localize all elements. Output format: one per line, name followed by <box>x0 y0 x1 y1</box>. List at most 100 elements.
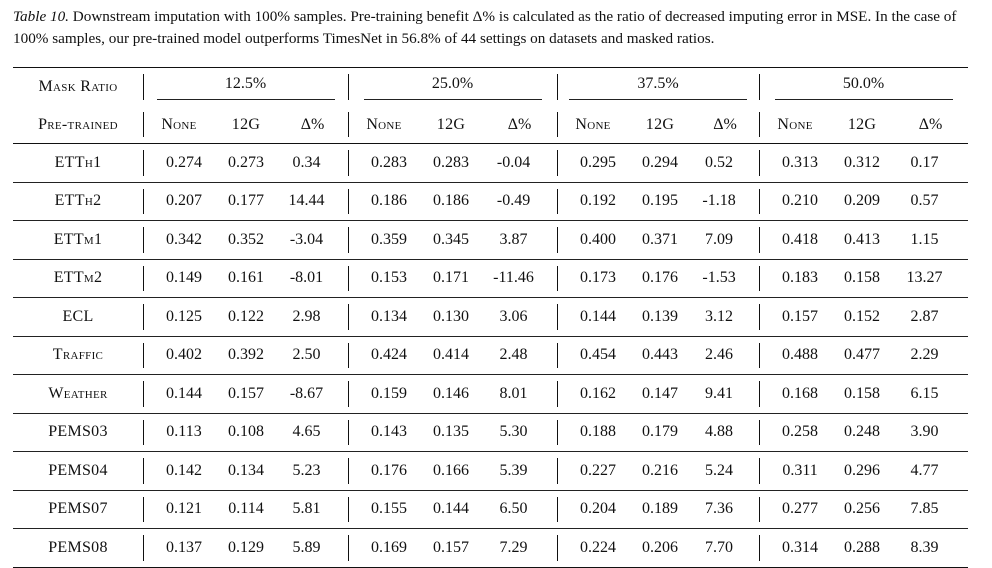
subheader-cell: None <box>143 106 215 144</box>
pretrained-12g-value: 0.414 <box>420 336 483 375</box>
dataset-name: PEMS03 <box>13 413 143 452</box>
none-value: 0.359 <box>348 220 421 260</box>
subheader-cell: Δ% <box>277 106 349 144</box>
none-value: 0.159 <box>348 374 421 414</box>
delta-value: 2.29 <box>893 336 969 375</box>
delta-value: -8.67 <box>277 374 349 414</box>
header-row-mask-ratio: Mask Ratio 12.5% 25.0% 37.5% 50.0% <box>13 67 969 106</box>
pretrained-12g-value: 0.146 <box>420 374 483 414</box>
none-value: 0.137 <box>143 528 215 568</box>
table-row: PEMS03 0.113 0.108 4.65 0.143 0.135 5.30 0.188 0… <box>13 413 969 452</box>
imputation-table: Mask Ratio 12.5% 25.0% 37.5% 50.0% Pre-t… <box>13 67 969 568</box>
none-value: 0.402 <box>143 336 215 375</box>
pretrained-12g-value: 0.108 <box>215 413 277 452</box>
table-row: PEMS08 0.137 0.129 5.89 0.169 0.157 7.29 0.224 0… <box>13 528 969 568</box>
none-value: 0.313 <box>759 143 832 183</box>
mask-ratio-label: Mask Ratio <box>13 67 143 106</box>
delta-value: 2.98 <box>277 297 349 337</box>
none-value: 0.121 <box>143 490 215 529</box>
ratio-label: 37.5% <box>569 75 748 100</box>
none-value: 0.224 <box>557 528 630 568</box>
pretrained-12g-value: 0.134 <box>215 451 277 491</box>
pretrained-12g-value: 0.135 <box>420 413 483 452</box>
table-body: ETTh1 0.274 0.273 0.34 0.283 0.283 -0.04 0.295 0… <box>13 143 969 568</box>
none-value: 0.342 <box>143 220 215 260</box>
none-value: 0.162 <box>557 374 630 414</box>
none-value: 0.210 <box>759 182 832 221</box>
delta-value: -1.53 <box>691 259 760 298</box>
dataset-name: ETTm2 <box>13 259 143 298</box>
pretrained-12g-value: 0.294 <box>629 143 692 183</box>
delta-value: 5.24 <box>691 451 760 491</box>
delta-value: -1.18 <box>691 182 760 221</box>
pretrained-12g-value: 0.166 <box>420 451 483 491</box>
delta-value: 6.15 <box>893 374 969 414</box>
pretrained-12g-value: 0.371 <box>629 220 692 260</box>
dataset-name: ECL <box>13 297 143 337</box>
none-value: 0.153 <box>348 259 421 298</box>
pretrained-12g-value: 0.443 <box>629 336 692 375</box>
none-value: 0.183 <box>759 259 832 298</box>
table-row: ETTm1 0.342 0.352 -3.04 0.359 0.345 3.87 0.400 0… <box>13 220 969 260</box>
pretrained-12g-value: 0.273 <box>215 143 277 183</box>
pretrained-12g-value: 0.195 <box>629 182 692 221</box>
none-value: 0.283 <box>348 143 421 183</box>
dataset-name: Weather <box>13 374 143 414</box>
pretrained-12g-value: 0.122 <box>215 297 277 337</box>
none-value: 0.227 <box>557 451 630 491</box>
table-row: Traffic 0.402 0.392 2.50 0.424 0.414 2.48 0.454… <box>13 336 969 375</box>
pretrained-12g-value: 0.413 <box>831 220 894 260</box>
none-value: 0.314 <box>759 528 832 568</box>
dataset-name: Traffic <box>13 336 143 375</box>
pretrained-12g-value: 0.157 <box>420 528 483 568</box>
delta-value: 3.06 <box>482 297 558 337</box>
delta-value: 2.87 <box>893 297 969 337</box>
table-row: ETTh1 0.274 0.273 0.34 0.283 0.283 -0.04 0.295 0… <box>13 143 969 183</box>
none-value: 0.207 <box>143 182 215 221</box>
delta-value: -8.01 <box>277 259 349 298</box>
delta-value: 7.36 <box>691 490 760 529</box>
subheader-cell: None <box>348 106 421 144</box>
none-value: 0.204 <box>557 490 630 529</box>
table-row: Weather 0.144 0.157 -8.67 0.159 0.146 8.01 0.16… <box>13 374 969 414</box>
delta-value: 13.27 <box>893 259 969 298</box>
subheader-cell: None <box>557 106 630 144</box>
delta-value: 2.46 <box>691 336 760 375</box>
pretrained-12g-value: 0.352 <box>215 220 277 260</box>
ratio-group-1: 25.0% <box>348 67 558 106</box>
pretrained-12g-value: 0.179 <box>629 413 692 452</box>
pretrained-12g-value: 0.477 <box>831 336 894 375</box>
delta-value: 5.81 <box>277 490 349 529</box>
delta-value: 2.48 <box>482 336 558 375</box>
pretrained-12g-value: 0.206 <box>629 528 692 568</box>
none-value: 0.168 <box>759 374 832 414</box>
ratio-group-2: 37.5% <box>557 67 760 106</box>
delta-value: 8.01 <box>482 374 558 414</box>
delta-value: -3.04 <box>277 220 349 260</box>
none-value: 0.157 <box>759 297 832 337</box>
pretrained-12g-value: 0.177 <box>215 182 277 221</box>
dataset-name: ETTh2 <box>13 182 143 221</box>
dataset-name: ETTm1 <box>13 220 143 260</box>
delta-value: 7.29 <box>482 528 558 568</box>
subheader-cell: 12G <box>215 106 277 144</box>
ratio-label: 25.0% <box>363 75 542 100</box>
header-row-pretrained: Pre-trained None 12G Δ% None 12G Δ% None 12G Δ% N… <box>13 106 969 144</box>
pretrained-12g-value: 0.189 <box>629 490 692 529</box>
pretrained-12g-value: 0.186 <box>420 182 483 221</box>
pretrained-12g-value: 0.158 <box>831 259 894 298</box>
delta-value: 4.65 <box>277 413 349 452</box>
caption-label: Table 10. <box>13 8 69 25</box>
pretrained-12g-value: 0.144 <box>420 490 483 529</box>
pretrained-12g-value: 0.157 <box>215 374 277 414</box>
pretrained-12g-value: 0.129 <box>215 528 277 568</box>
none-value: 0.144 <box>557 297 630 337</box>
pretrained-12g-value: 0.296 <box>831 451 894 491</box>
ratio-label: 50.0% <box>774 75 953 100</box>
table-row: ECL 0.125 0.122 2.98 0.134 0.130 3.06 0.144 0.13… <box>13 297 969 337</box>
none-value: 0.186 <box>348 182 421 221</box>
none-value: 0.113 <box>143 413 215 452</box>
pretrained-12g-value: 0.114 <box>215 490 277 529</box>
none-value: 0.125 <box>143 297 215 337</box>
pretrained-12g-value: 0.288 <box>831 528 894 568</box>
